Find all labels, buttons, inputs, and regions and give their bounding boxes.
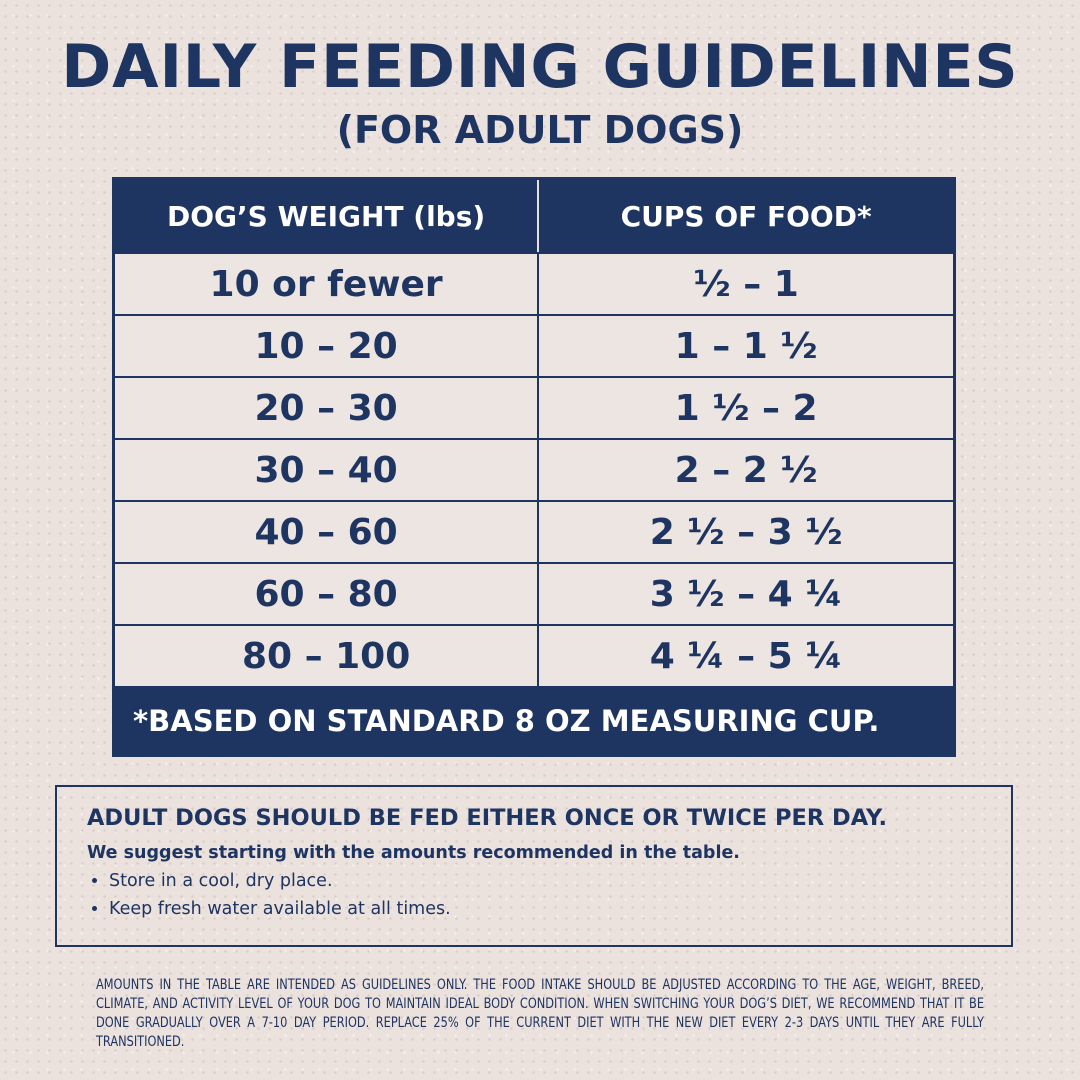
note-subheading: We suggest starting with the amounts rec… xyxy=(87,843,740,863)
footnote-row: *BASED ON STANDARD 8 OZ MEASURING CUP. xyxy=(112,686,956,757)
bullet: Store in a cool, dry place. xyxy=(109,871,1011,891)
table-row: 30 – 40 2 – 2 ½ xyxy=(112,438,956,502)
feeding-table: DOG’S WEIGHT (lbs) CUPS OF FOOD* 10 or f… xyxy=(112,177,956,757)
footnote: *BASED ON STANDARD 8 OZ MEASURING CUP. xyxy=(112,686,956,757)
table-row: 80 – 100 4 ¼ – 5 ¼ xyxy=(112,624,956,688)
cups-cell: ½ – 1 xyxy=(537,252,956,316)
bullet: Keep fresh water available at all times. xyxy=(109,899,1011,919)
header-row: DOG’S WEIGHT (lbs) CUPS OF FOOD* xyxy=(112,177,956,254)
weight-cell: 20 – 30 xyxy=(112,376,540,440)
table-row: 20 – 30 1 ½ – 2 xyxy=(112,376,956,440)
cups-cell: 1 – 1 ½ xyxy=(537,314,956,378)
weight-cell: 80 – 100 xyxy=(112,624,540,688)
column-header: CUPS OF FOOD* xyxy=(537,177,956,254)
table-row: 10 or fewer ½ – 1 xyxy=(112,252,956,316)
note-heading: ADULT DOGS SHOULD BE FED EITHER ONCE OR … xyxy=(87,805,888,831)
table-body: 10 or fewer ½ – 1 10 – 20 1 – 1 ½ 20 – 30 1 ½… xyxy=(112,252,956,688)
cups-cell: 2 – 2 ½ xyxy=(537,438,956,502)
table-row: 10 – 20 1 – 1 ½ xyxy=(112,314,956,378)
weight-cell: 60 – 80 xyxy=(112,562,540,626)
cups-cell: 4 ¼ – 5 ¼ xyxy=(537,624,956,688)
disclaimer: AMOUNTS IN THE TABLE ARE INTENDED AS GUI… xyxy=(96,977,984,1050)
cups-cell: 3 ½ – 4 ¼ xyxy=(537,562,956,626)
weight-cell: 10 – 20 xyxy=(112,314,540,378)
weight-cell: 10 or fewer xyxy=(112,252,540,316)
subtitle: (FOR ADULT DOGS) xyxy=(336,108,744,152)
weight-cell: 40 – 60 xyxy=(112,500,540,564)
column-header: DOG’S WEIGHT (lbs) xyxy=(112,177,540,254)
table-row: 40 – 60 2 ½ – 3 ½ xyxy=(112,500,956,564)
bullet-list: Store in a cool, dry place. Keep fresh wa… xyxy=(87,871,1011,919)
note-box: ADULT DOGS SHOULD BE FED EITHER ONCE OR … xyxy=(55,785,1013,947)
table-row: 60 – 80 3 ½ – 4 ¼ xyxy=(112,562,956,626)
cups-cell: 1 ½ – 2 xyxy=(537,376,956,440)
title: DAILY FEEDING GUIDELINES xyxy=(61,32,1019,102)
weight-cell: 30 – 40 xyxy=(112,438,540,502)
cups-cell: 2 ½ – 3 ½ xyxy=(537,500,956,564)
